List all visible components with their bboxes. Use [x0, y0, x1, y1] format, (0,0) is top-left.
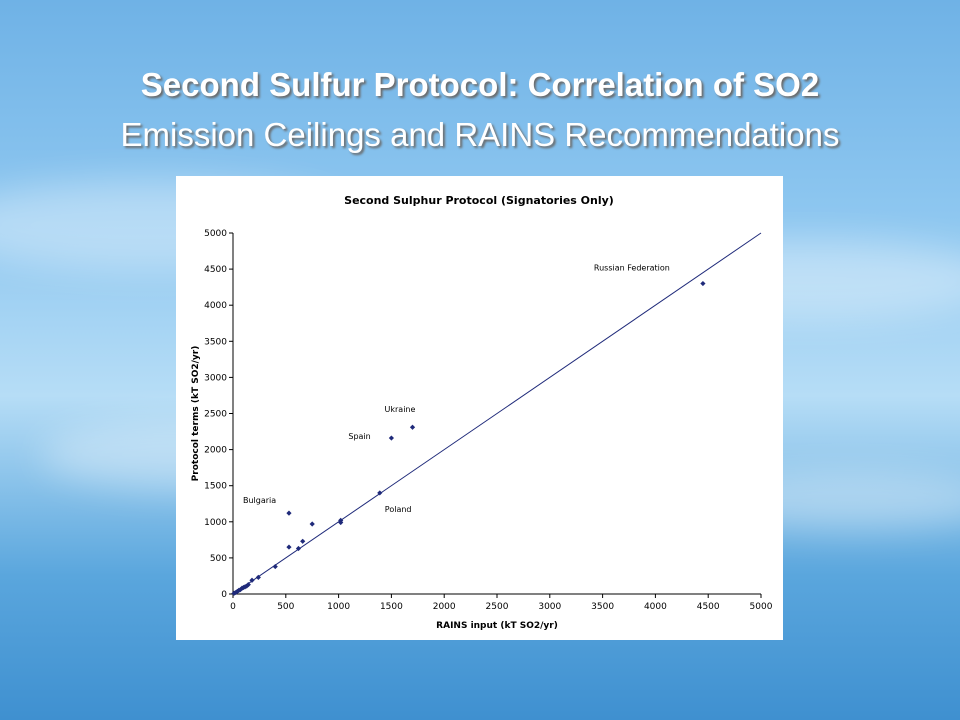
data-point: [338, 517, 344, 523]
y-tick-label: 4500: [204, 265, 227, 275]
tick-labels: 0 500 1000 1500 2000 2500 3000 3500 4000 4500 5000…: [204, 229, 773, 612]
slide-title: Second Sulfur Protocol: Correlation of S…: [0, 60, 960, 160]
x-tick-label: 2500: [486, 602, 509, 612]
data-point: [244, 583, 250, 589]
data-point: [309, 521, 315, 527]
data-point: [249, 577, 255, 583]
slide-title-line-1: Second Sulfur Protocol: Correlation of S…: [140, 66, 820, 103]
data-point: [388, 435, 394, 441]
data-point: [286, 510, 292, 516]
y-axis-title: Protocol terms (kT SO2/yr): [191, 346, 201, 482]
data-point: [409, 424, 416, 430]
data-point: [377, 490, 383, 496]
y-tick-label: 1500: [204, 482, 227, 492]
scatter-chart: Second Sulphur Protocol (Signatories Onl…: [191, 194, 773, 631]
y-tick-label: 2000: [204, 446, 227, 456]
x-tick-label: 1000: [327, 602, 350, 612]
chart-panel: Second Sulphur Protocol (Signatories Onl…: [176, 176, 783, 640]
y-tick-label: 5000: [204, 229, 227, 239]
data-point: [700, 280, 706, 287]
x-tick-label: 1500: [380, 602, 403, 612]
annotations: Russian Federation Ukraine Spain Bulgaria Po…: [243, 264, 670, 514]
x-tick-label: 0: [230, 602, 236, 612]
annotation-label: Poland: [385, 505, 412, 514]
data-point: [300, 538, 306, 544]
data-point: [286, 544, 292, 550]
reference-line: [232, 232, 762, 595]
data-point: [245, 582, 251, 588]
slide-title-line-2: Emission Ceilings and RAINS Recommendati…: [120, 116, 840, 153]
x-tick-label: 5000: [750, 602, 773, 612]
data-points: [231, 280, 706, 596]
data-point: [272, 563, 278, 570]
x-axis-title: RAINS input (kT SO2/yr): [436, 621, 558, 631]
data-point: [233, 589, 239, 596]
x-tick-label: 4500: [697, 602, 720, 612]
y-tick-label: 3000: [204, 373, 227, 383]
y-tick-label: 3500: [204, 337, 227, 347]
data-point: [234, 588, 240, 595]
x-tick-label: 500: [277, 602, 294, 612]
y-tick-label: 1000: [204, 518, 227, 528]
x-tick-label: 3500: [591, 602, 614, 612]
x-tick-label: 3000: [538, 602, 561, 612]
annotation-label: Bulgaria: [243, 496, 276, 505]
data-point: [255, 574, 261, 580]
data-point: [295, 545, 302, 552]
y-tick-label: 4000: [204, 301, 227, 311]
x-tick-label: 2000: [433, 602, 456, 612]
chart-title: Second Sulphur Protocol (Signatories Onl…: [344, 194, 614, 207]
y-tick-label: 500: [210, 554, 227, 564]
data-point: [237, 587, 243, 593]
annotation-label: Spain: [348, 432, 370, 441]
axes: [229, 232, 762, 598]
annotation-label: Ukraine: [385, 405, 416, 414]
y-tick-label: 2500: [204, 410, 227, 420]
annotation-label: Russian Federation: [594, 264, 670, 273]
reference-line-group: [232, 232, 762, 595]
x-tick-label: 4000: [644, 602, 667, 612]
y-tick-label: 0: [221, 590, 227, 600]
